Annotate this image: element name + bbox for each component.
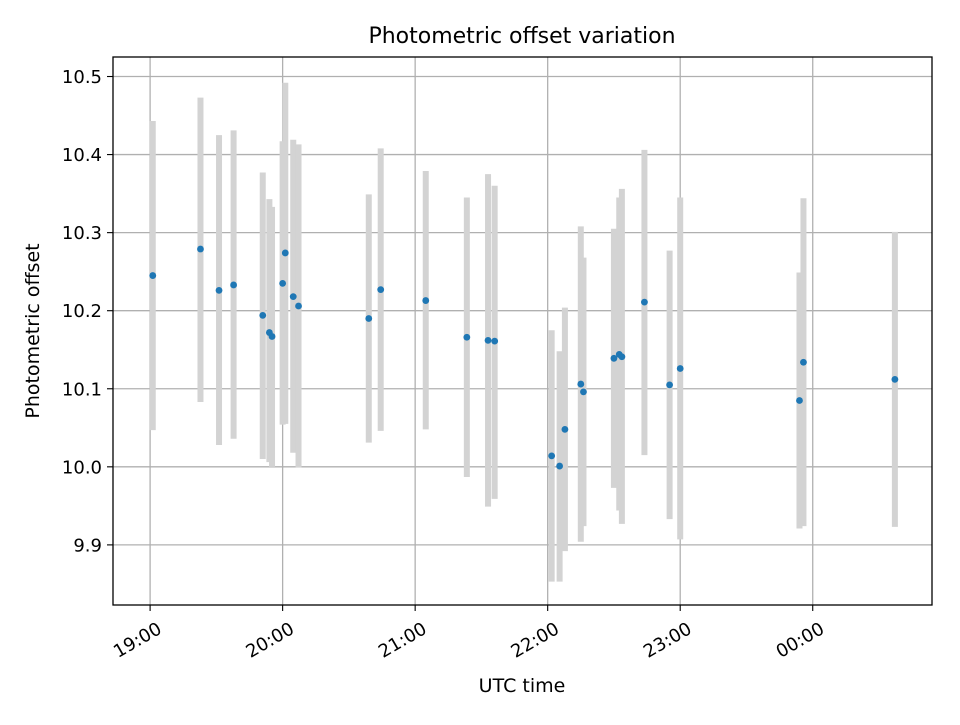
data-point	[548, 452, 556, 460]
plot-frame	[112, 56, 933, 606]
data-point	[491, 337, 499, 345]
data-point	[618, 353, 626, 361]
data-point	[800, 358, 807, 366]
data-point	[463, 333, 471, 341]
data-point	[149, 272, 157, 279]
data-point	[891, 375, 899, 383]
data-point	[215, 287, 223, 294]
data-point	[289, 293, 297, 301]
y-tick-label: 10.5	[62, 67, 102, 88]
y-tick-label: 10.2	[62, 301, 102, 322]
data-point	[556, 462, 564, 470]
data-point	[295, 302, 302, 310]
data-point	[230, 281, 237, 289]
data-points	[149, 245, 899, 470]
data-point	[259, 311, 267, 319]
y-tick-label: 9.9	[73, 535, 102, 556]
chart-title: Photometric offset variation	[368, 24, 675, 49]
data-point	[377, 286, 385, 294]
data-point	[279, 279, 287, 287]
y-tick-label: 10.1	[62, 379, 102, 400]
y-axis-label: Photometric offset	[22, 243, 44, 418]
data-point	[365, 315, 373, 322]
x-axis-label: UTC time	[479, 675, 566, 697]
data-point	[281, 249, 289, 257]
data-point	[676, 365, 684, 372]
y-tick-label: 10.3	[62, 223, 102, 244]
data-point	[422, 297, 430, 304]
data-point	[197, 245, 204, 253]
data-point	[796, 397, 803, 404]
data-point	[484, 336, 492, 344]
data-point	[666, 381, 674, 389]
data-point	[580, 388, 587, 396]
data-point	[610, 354, 618, 362]
data-point	[577, 380, 585, 388]
y-tick-label: 10.4	[62, 145, 102, 166]
data-point	[641, 298, 648, 306]
data-point	[561, 425, 569, 433]
y-axis: 9.9 10.0 10.1 10.2 10.3 10.4 10.5	[62, 67, 113, 556]
y-tick-label: 10.0	[62, 457, 102, 478]
data-point	[268, 333, 276, 340]
